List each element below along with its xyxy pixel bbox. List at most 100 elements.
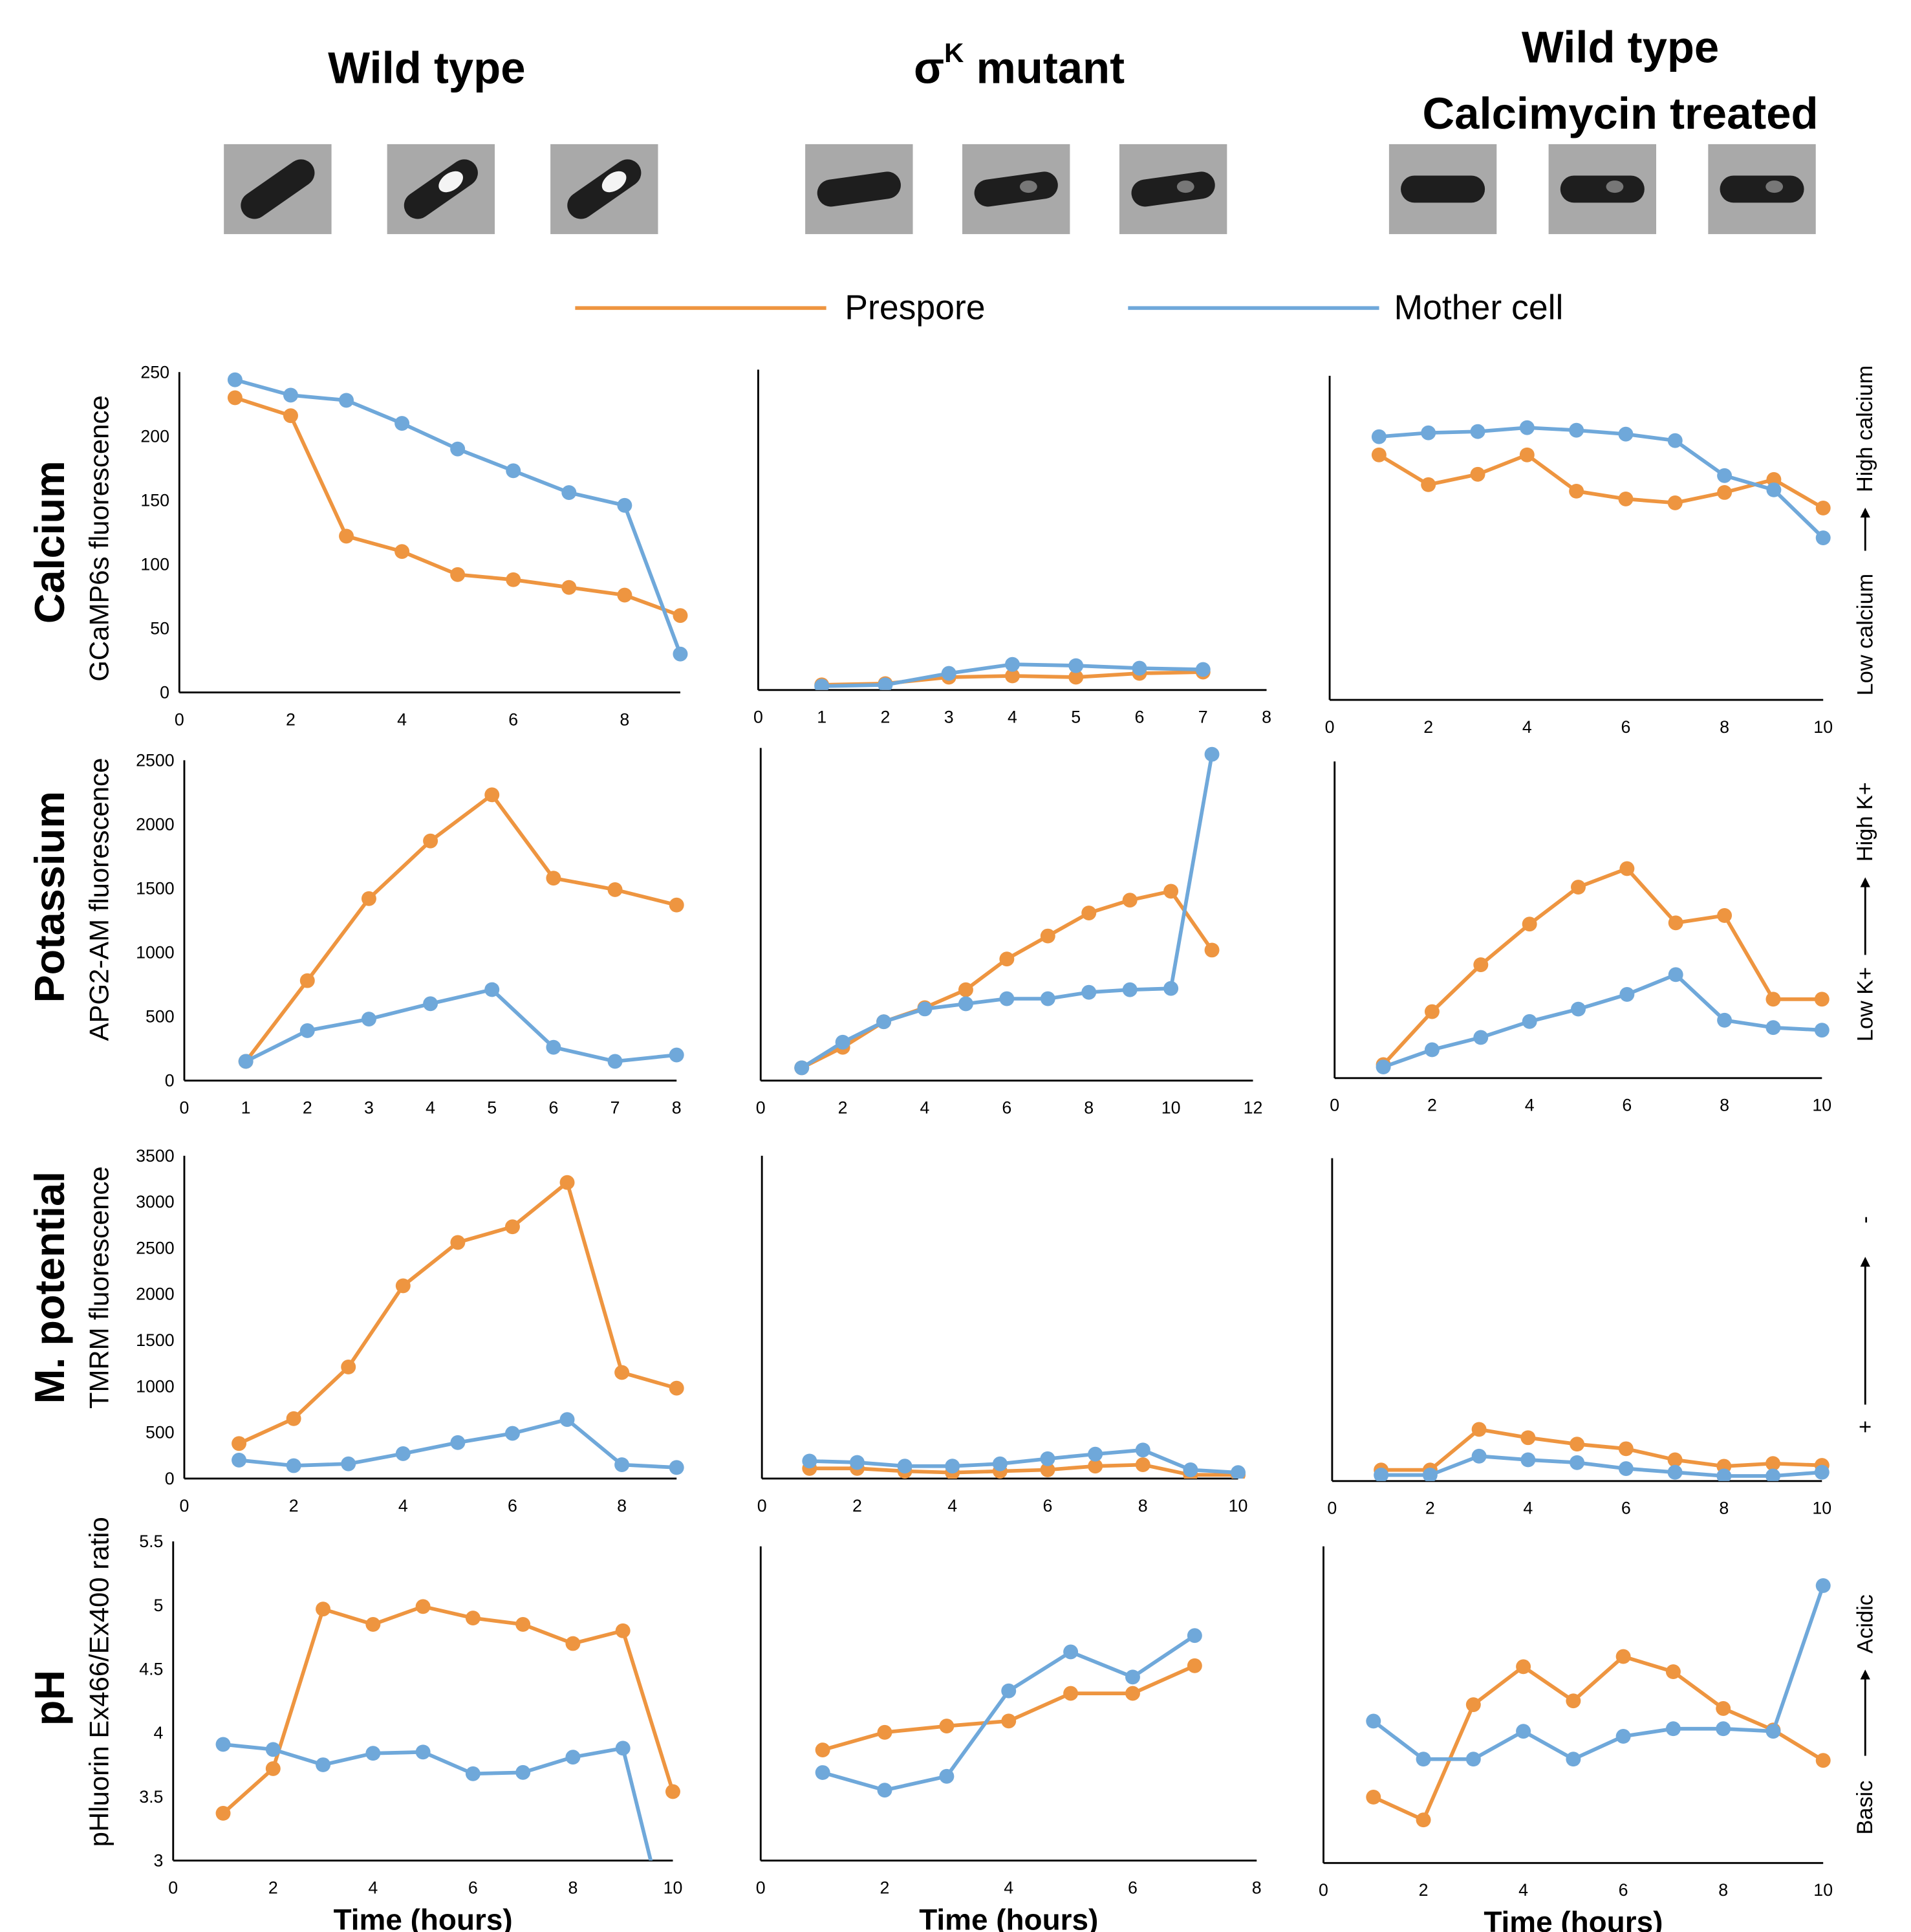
column-title: Wild type [328, 43, 525, 92]
y-axis-title: TMRM fluorescence [83, 1166, 114, 1409]
x-tick-label: 10 [1812, 1096, 1831, 1115]
y-axis-title: pHluorin Ex466/Ex400 ratio [83, 1517, 114, 1847]
x-tick-label: 7 [1198, 708, 1208, 727]
data-point [505, 1426, 520, 1441]
data-point [1815, 1023, 1830, 1037]
y-axis-title: GCaMP6s fluorescence [83, 395, 114, 681]
x-tick-label: 8 [1718, 1880, 1728, 1900]
data-point [1421, 477, 1436, 492]
x-tick-label: 8 [568, 1878, 578, 1897]
plot-area [802, 1442, 1246, 1482]
data-point [505, 1219, 520, 1234]
data-point [939, 1769, 954, 1784]
data-point [1374, 1468, 1388, 1482]
data-point [286, 1411, 301, 1426]
data-point [1616, 1729, 1631, 1744]
x-tick-label: 0 [1325, 717, 1335, 737]
x-tick-label: 12 [1244, 1098, 1263, 1118]
y-tick-label: 1500 [136, 1330, 175, 1350]
y-tick-label: 500 [146, 1423, 175, 1442]
data-point [1041, 1451, 1055, 1466]
side-label-low: Low calcium [1853, 574, 1877, 696]
data-point [450, 1235, 465, 1250]
data-point [1569, 423, 1584, 438]
data-point [1765, 1724, 1780, 1739]
plot-area [1374, 1422, 1830, 1483]
x-tick-label: 6 [1622, 1096, 1632, 1115]
data-point [1471, 467, 1485, 482]
data-point [341, 1360, 356, 1374]
data-point [1416, 1812, 1431, 1827]
data-point [341, 1457, 356, 1471]
data-point [283, 388, 298, 403]
spore [1020, 180, 1037, 193]
data-point [1520, 1430, 1535, 1445]
x-tick-label: 4 [1518, 1880, 1528, 1900]
data-point [560, 1412, 575, 1427]
x-tick-label: 2 [838, 1098, 848, 1118]
series-line [802, 891, 1212, 1068]
x-tick-label: 8 [672, 1098, 682, 1118]
data-point [1569, 484, 1584, 499]
title-segment: K [944, 38, 964, 68]
data-point [1366, 1790, 1381, 1805]
data-point [316, 1757, 330, 1772]
x-tick-label: 5 [487, 1098, 497, 1118]
data-point [669, 1381, 684, 1396]
data-point [565, 1750, 580, 1764]
side-label-high: High K+ [1853, 782, 1877, 862]
x-tick-label: 1 [241, 1098, 251, 1118]
y-tick-label: 0 [165, 1071, 175, 1091]
x-tick-label: 0 [168, 1878, 178, 1897]
series-line [235, 380, 680, 654]
data-point [878, 1725, 892, 1740]
data-point [423, 834, 438, 849]
plot-area [815, 1628, 1202, 1797]
x-tick-label: 0 [1319, 1880, 1328, 1900]
data-point [815, 1742, 830, 1757]
data-point [614, 1365, 629, 1380]
plot-area [1376, 862, 1830, 1075]
data-point [1125, 1669, 1140, 1684]
legend-label: Prespore [845, 289, 985, 327]
data-point [1668, 967, 1683, 982]
x-tick-label: 6 [1002, 1098, 1011, 1118]
data-point [1471, 424, 1485, 439]
series-line [1374, 1585, 1823, 1759]
x-tick-label: 4 [947, 1496, 957, 1515]
data-point [1163, 981, 1178, 996]
x-tick-label: 0 [1330, 1096, 1339, 1115]
data-point [466, 1611, 480, 1625]
y-tick-label: 5 [154, 1596, 164, 1615]
series-line [1383, 869, 1822, 1065]
data-point [1376, 1059, 1391, 1074]
spore [1765, 180, 1783, 193]
y-tick-label: 50 [150, 619, 169, 638]
row-label: M. potential [26, 1171, 73, 1404]
legend-label: Mother cell [1394, 289, 1564, 327]
side-label-low: Basic [1853, 1781, 1877, 1835]
y-tick-label: 2500 [136, 1238, 175, 1257]
x-tick-label: 4 [398, 1496, 408, 1515]
x-tick-label: 4 [1008, 708, 1017, 727]
data-point [993, 1457, 1008, 1471]
column-title: Calcimycin treated [1422, 89, 1818, 138]
data-point [1472, 1449, 1487, 1464]
x-tick-label: 8 [617, 1496, 627, 1515]
data-point [266, 1761, 281, 1776]
x-tick-label: 6 [1619, 1880, 1628, 1900]
x-tick-label: 2 [303, 1098, 312, 1118]
side-arrowhead [1861, 1669, 1870, 1679]
data-point [1668, 915, 1683, 930]
x-tick-label: 7 [610, 1098, 620, 1118]
x-tick-label: 6 [1128, 1878, 1138, 1897]
x-tick-label: 2 [1423, 717, 1433, 737]
x-tick-label: 2 [268, 1878, 278, 1897]
x-tick-label: 3 [944, 708, 954, 727]
data-point [1163, 884, 1178, 898]
data-point [1520, 448, 1535, 462]
data-point [942, 666, 956, 681]
data-point [1421, 426, 1436, 440]
y-tick-label: 150 [140, 490, 169, 510]
data-point [669, 898, 684, 913]
